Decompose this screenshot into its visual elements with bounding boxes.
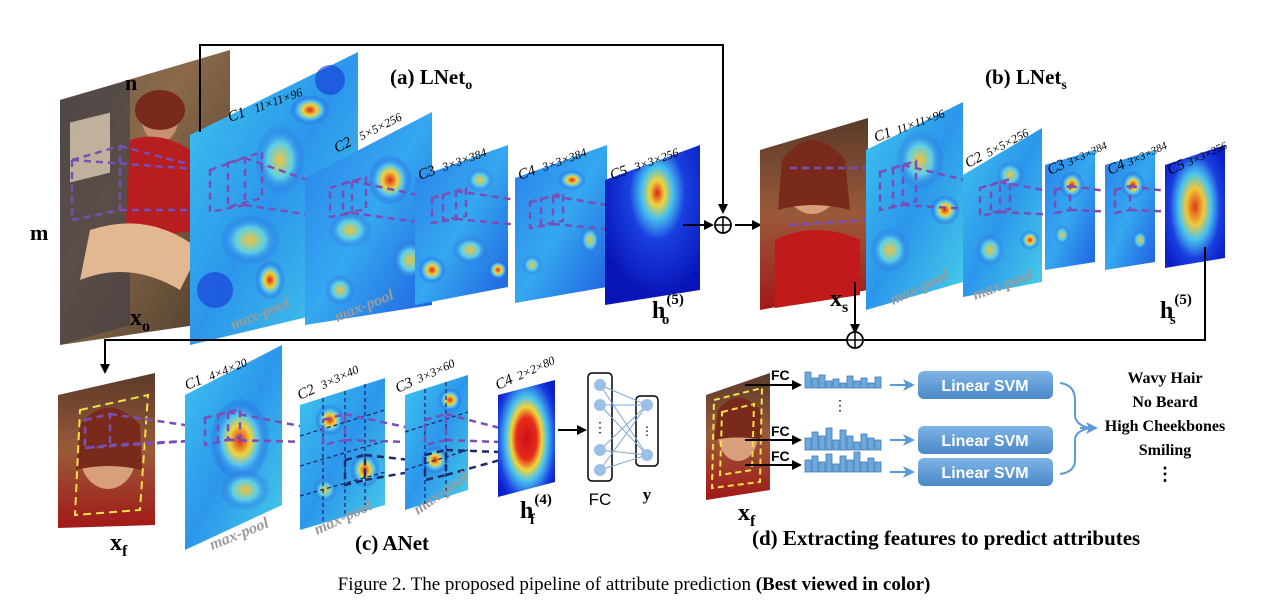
anet-title: (c) ANet [355, 531, 429, 555]
label-xf: xf [110, 530, 128, 560]
input-image-xs [760, 118, 868, 310]
svm-box-2: Linear SVM [918, 426, 1053, 454]
fc-ellipsis-2: ⋮ [641, 424, 653, 438]
lnet-o-c2-map [305, 112, 432, 325]
label-hs: h(5) s [1160, 292, 1192, 328]
feedback-connector-middle [100, 247, 1206, 374]
label-xo: xo [130, 305, 150, 335]
lnet-o-c4-kernel [528, 191, 636, 234]
label-m: m [30, 220, 48, 245]
feedback-connector-top [199, 44, 762, 230]
input-image-xo [60, 50, 230, 345]
histogram-2 [804, 427, 882, 451]
caption-text: The proposed pipeline of attribute predi… [406, 574, 756, 595]
anet-c4-map [498, 380, 555, 497]
lnet-o-c4-map [515, 145, 607, 303]
label-fc: FC [589, 490, 612, 509]
fc-label-2: FC [771, 423, 790, 439]
figure-caption: Figure 2. The proposed pipeline of attri… [0, 574, 1268, 596]
attribute-list: Wavy Hair No Beard High Cheekbones Smili… [1105, 370, 1225, 484]
label-y: y [643, 485, 652, 504]
lnet-s-c5-map [1165, 145, 1225, 268]
label-xs: xs [830, 286, 848, 316]
histogram-ellipsis: ⋮ [833, 399, 847, 414]
lnet-o-title: (a) LNeto [390, 65, 472, 93]
svm-label-2: Linear SVM [941, 433, 1028, 450]
sum-node-top [714, 216, 732, 234]
attributes-brace [1059, 382, 1098, 475]
input-image-xf [58, 373, 155, 528]
svm-box-1: Linear SVM [918, 371, 1053, 399]
anet-c1-map [185, 345, 282, 550]
label-xf-2: xf [738, 500, 756, 530]
svm-arrows [890, 379, 915, 478]
fc-arrows [745, 380, 802, 470]
sum-node-middle [846, 331, 864, 349]
lnet-s-c1-kernel [878, 159, 986, 212]
attribute-2: No Beard [1132, 394, 1197, 411]
svm-label-3: Linear SVM [941, 465, 1028, 482]
lnet-s-title: (b) LNets [985, 65, 1067, 93]
histogram-1 [804, 371, 882, 389]
fc-label-1: FC [771, 367, 790, 383]
anet-c1-kernel [203, 407, 311, 447]
histogram-3 [804, 451, 882, 473]
svm-label-1: Linear SVM [941, 378, 1028, 395]
anet-c2-grid [299, 384, 386, 524]
lnet-o-c3-map [415, 145, 508, 305]
input-image-xf-2 [706, 373, 770, 500]
label-ho: h(5) o [652, 292, 684, 328]
lnet-o-c2-kernel [328, 175, 433, 226]
lnet-o-c5-map [605, 145, 700, 305]
anet-c3-grid [404, 382, 469, 504]
caption-bold: (Best viewed in color) [755, 574, 931, 595]
attribute-4: Smiling [1139, 442, 1191, 459]
svm-box-3: Linear SVM [918, 458, 1053, 486]
fc-label-3: FC [771, 448, 790, 464]
fc-ellipsis-1: ⋮ [593, 421, 607, 436]
fc-network [587, 372, 659, 482]
attribute-3: High Cheekbones [1105, 418, 1225, 435]
anet-c2-kernel [321, 412, 411, 487]
attribute-ellipsis: ⋮ [1156, 464, 1174, 484]
lnet-s-c1-map [866, 102, 963, 310]
anet-c3-kernel [423, 412, 501, 482]
extract-title: (d) Extracting features to predict attri… [752, 526, 1140, 550]
label-hf: h(4) f [520, 492, 552, 528]
attribute-1: Wavy Hair [1127, 370, 1202, 387]
label-n: n [125, 70, 137, 95]
caption-prefix: Figure 2. [337, 574, 407, 595]
